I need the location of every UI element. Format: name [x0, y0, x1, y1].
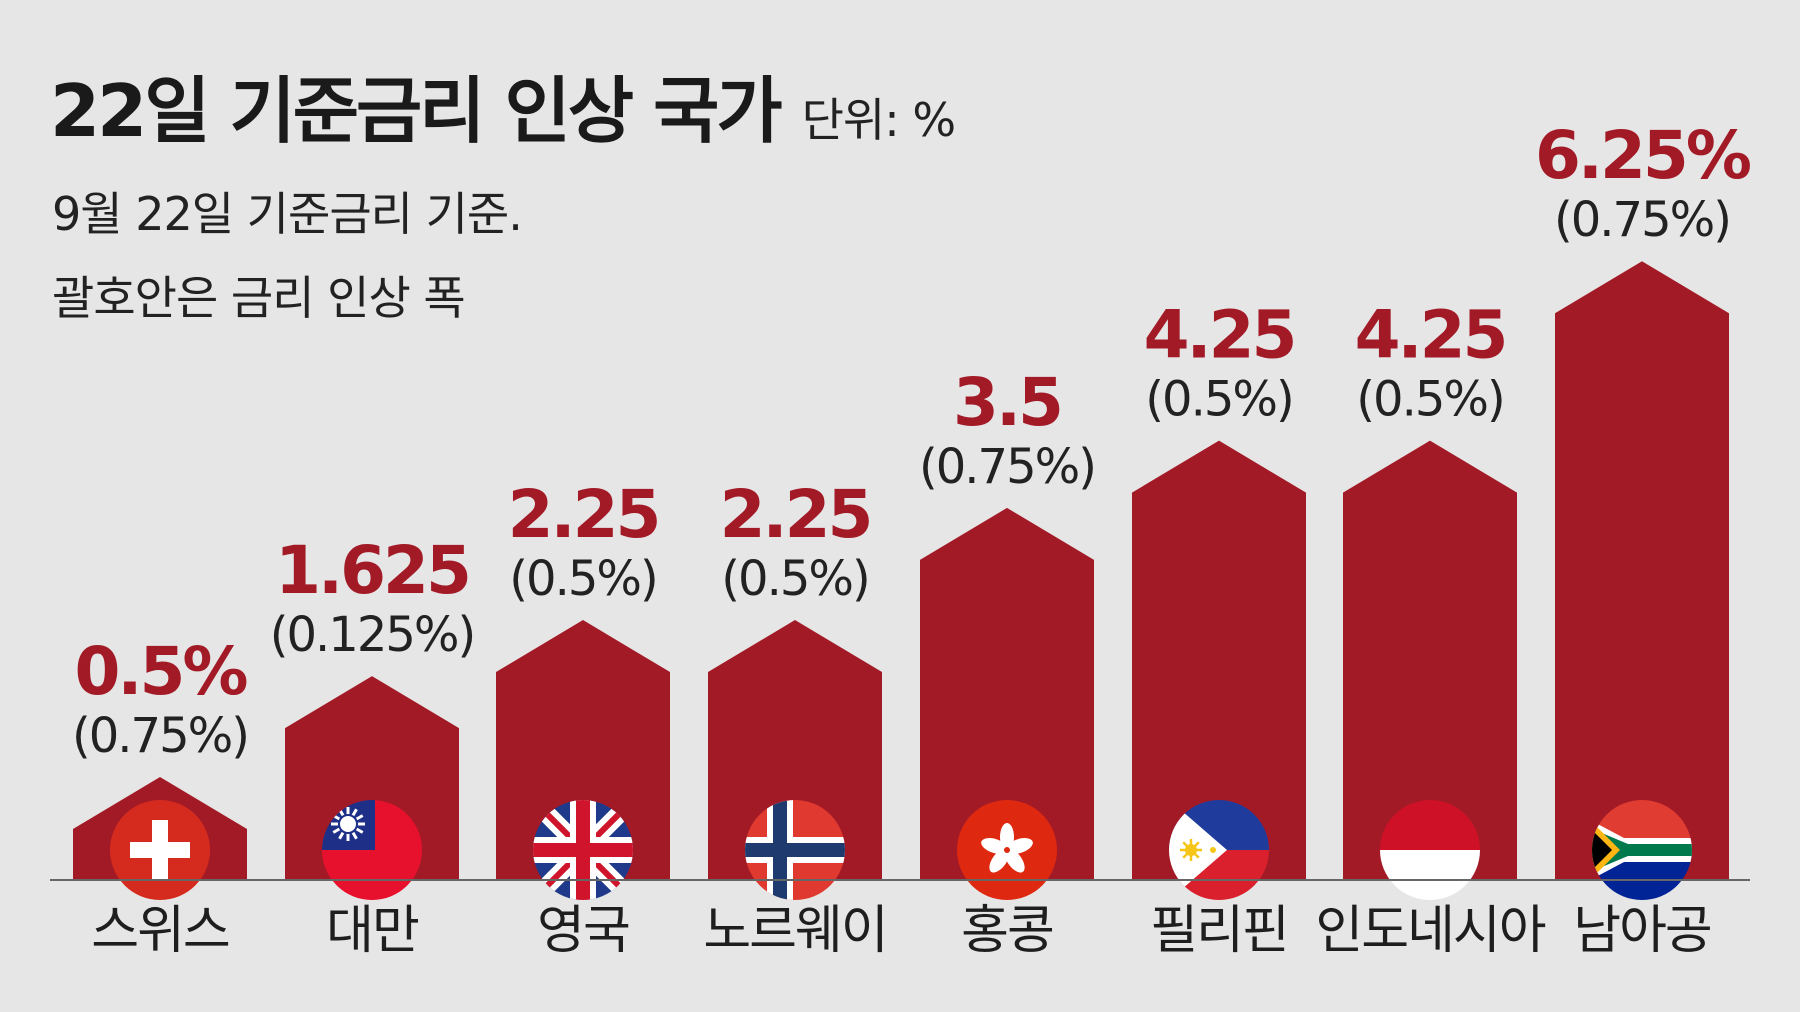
- bar-5: [1132, 440, 1306, 880]
- category-label: 영국: [537, 901, 629, 961]
- bar-6: [1343, 440, 1517, 880]
- subtitle-line-2: 괄호안은 금리 인상 폭: [52, 271, 466, 325]
- increase-label: (0.75%): [72, 708, 248, 764]
- value-label: 2.25: [720, 476, 871, 553]
- increase-label: (0.5%): [721, 551, 868, 607]
- value-label: 4.25: [1355, 297, 1506, 374]
- category-label: 대만: [326, 901, 419, 961]
- unit-label: 단위: %: [801, 93, 956, 147]
- bar-3: [708, 620, 882, 880]
- category-label: 홍콩: [961, 901, 1053, 961]
- subtitle-line-1: 9월 22일 기준금리 기준.: [52, 187, 523, 241]
- category-label: 스위스: [91, 901, 229, 961]
- bar-4: [920, 507, 1094, 880]
- increase-label: (0.75%): [919, 439, 1095, 495]
- value-label: 1.625: [275, 532, 469, 609]
- value-label: 2.25: [508, 476, 659, 553]
- increase-label: (0.5%): [1145, 372, 1292, 428]
- taiwan-flag-icon: [322, 800, 422, 900]
- category-label: 필리핀: [1150, 901, 1288, 961]
- value-label: 6.25%: [1535, 117, 1751, 194]
- chart-title: 22일 기준금리 인상 국가: [50, 69, 783, 153]
- increase-label: (0.5%): [1356, 372, 1503, 428]
- title-row: 22일 기준금리 인상 국가 단위: %: [50, 52, 956, 157]
- bar-7: [1555, 261, 1729, 881]
- value-label: 0.5%: [74, 633, 247, 710]
- value-label: 4.25: [1144, 297, 1295, 374]
- category-label: 인도네시아: [1315, 901, 1545, 961]
- uk-flag-icon: [533, 800, 633, 900]
- category-label: 노르웨이: [703, 901, 886, 961]
- increase-label: (0.5%): [509, 551, 656, 607]
- category-label: 남아공: [1573, 901, 1711, 961]
- bar-2: [496, 620, 670, 880]
- norway-flag-icon: [745, 800, 845, 900]
- switzerland-flag-icon: [110, 800, 210, 900]
- increase-label: (0.75%): [1554, 192, 1730, 248]
- hongkong-flag-icon: [957, 800, 1057, 900]
- increase-label: (0.125%): [270, 607, 474, 663]
- value-label: 3.5: [953, 364, 1061, 441]
